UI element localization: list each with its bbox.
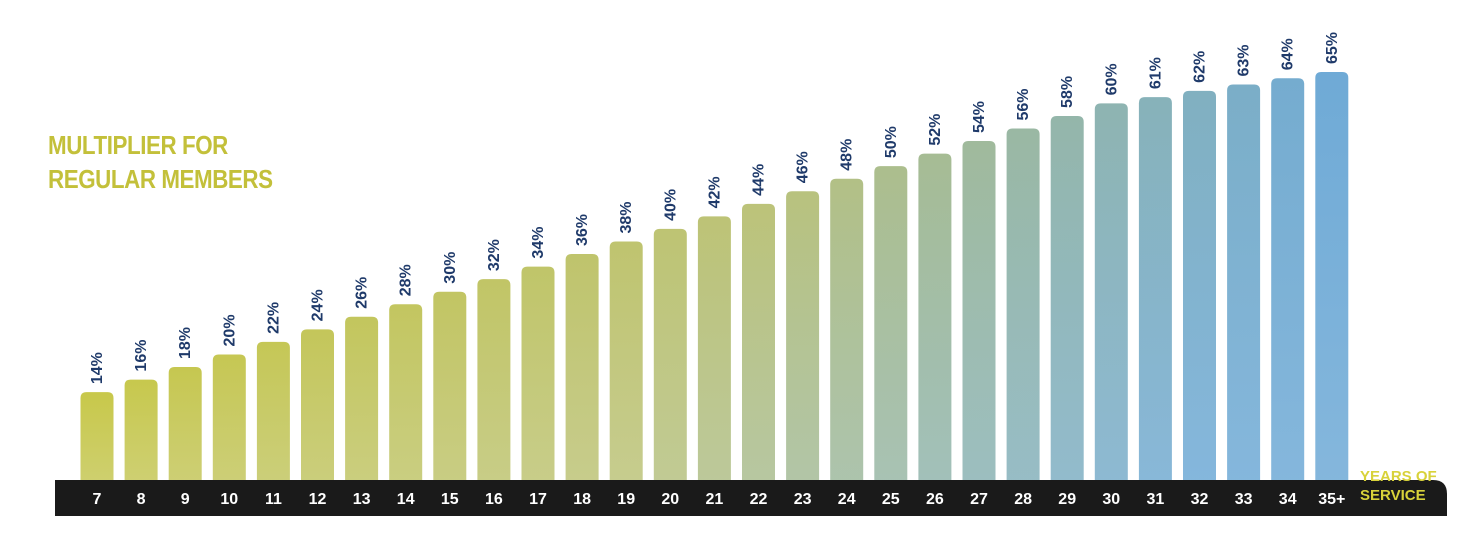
x-tick-label: 35+: [1318, 491, 1345, 508]
bar-value-label: 46%: [795, 151, 812, 183]
bar-value-label: 58%: [1059, 76, 1076, 108]
bar-value-label: 64%: [1280, 38, 1297, 70]
bar-value-label: 34%: [530, 227, 547, 259]
x-tick-label: 10: [220, 491, 238, 508]
bar-value-label: 65%: [1324, 32, 1341, 64]
x-tick-label: 30: [1102, 491, 1120, 508]
x-tick-label: 24: [838, 491, 856, 508]
x-axis-band: [55, 480, 1447, 516]
x-tick-label: 25: [882, 491, 900, 508]
bar-31: [1138, 97, 1172, 480]
x-tick-label: 16: [485, 491, 503, 508]
bar-value-label: 48%: [839, 139, 856, 171]
bar-21: [697, 216, 731, 480]
bar-11: [256, 341, 290, 480]
bar-25: [874, 166, 908, 480]
bar-value-label: 52%: [927, 114, 944, 146]
x-tick-label: 21: [706, 491, 724, 508]
chart-title-line-1: MULTIPLIER FOR: [48, 130, 228, 160]
bar-9: [168, 367, 202, 480]
bar-18: [565, 254, 599, 480]
x-tick-label: 17: [529, 491, 547, 508]
bar-27: [962, 141, 996, 481]
bar-24: [830, 178, 864, 480]
x-tick-label: 13: [353, 491, 371, 508]
x-tick-label: 14: [397, 491, 415, 508]
x-tick-label: 32: [1191, 491, 1209, 508]
bar-7: [80, 392, 114, 480]
x-axis-label-line-2: SERVICE: [1360, 487, 1426, 504]
bar-value-label: 20%: [221, 314, 238, 346]
x-tick-label: 26: [926, 491, 944, 508]
bar-value-label: 50%: [883, 126, 900, 158]
bar-35+: [1315, 72, 1349, 480]
bar-13: [345, 316, 379, 480]
chart-title: MULTIPLIER FOR REGULAR MEMBERS: [48, 128, 332, 196]
bar-value-label: 18%: [177, 327, 194, 359]
bar-20: [653, 228, 687, 480]
bar-value-label: 36%: [574, 214, 591, 246]
bar-value-label: 32%: [486, 239, 503, 271]
x-tick-label: 20: [661, 491, 679, 508]
bar-value-label: 22%: [265, 302, 282, 334]
bar-value-label: 14%: [89, 352, 106, 384]
bar-29: [1050, 115, 1084, 480]
x-tick-label: 18: [573, 491, 591, 508]
bar-14: [389, 304, 423, 480]
x-tick-label: 33: [1235, 491, 1253, 508]
x-tick-label: 19: [617, 491, 635, 508]
x-tick-label: 22: [750, 491, 768, 508]
bar-10: [212, 354, 246, 480]
bar-value-label: 24%: [310, 289, 327, 321]
x-tick-label: 7: [93, 491, 102, 508]
bar-value-label: 60%: [1103, 63, 1120, 95]
bar-17: [521, 266, 555, 480]
bar-value-label: 63%: [1236, 45, 1253, 77]
chart-title-line-2: REGULAR MEMBERS: [48, 164, 273, 194]
bar-value-label: 16%: [133, 340, 150, 372]
bar-16: [477, 279, 511, 480]
bar-value-label: 28%: [398, 264, 415, 296]
bar-group: 14% 16% 18% 20% 22% 24% 26% 28% 30% 32% 34% 36% 38% 4…: [80, 32, 1349, 481]
bar-8: [124, 379, 158, 480]
bar-value-label: 61%: [1147, 57, 1164, 89]
bar-value-label: 26%: [354, 277, 371, 309]
x-axis-label-line-1: YEARS OF: [1360, 468, 1437, 485]
bar-value-label: 44%: [751, 164, 768, 196]
bar-34: [1271, 78, 1305, 481]
bar-26: [918, 153, 952, 480]
bar-23: [786, 191, 820, 480]
bar-value-label: 56%: [1015, 88, 1032, 120]
x-tick-label: 15: [441, 491, 459, 508]
x-tick-label: 9: [181, 491, 190, 508]
bar-28: [1006, 128, 1040, 480]
x-tick-label: 23: [794, 491, 812, 508]
x-tick-label: 34: [1279, 491, 1297, 508]
bar-value-label: 40%: [662, 189, 679, 221]
x-tick-label: 28: [1014, 491, 1032, 508]
bar-33: [1227, 84, 1261, 481]
x-tick-label: 11: [265, 491, 282, 508]
bar-15: [433, 291, 467, 480]
x-tick-label: 29: [1058, 491, 1076, 508]
x-tick-label: 27: [970, 491, 988, 508]
x-tick-label: 12: [309, 491, 327, 508]
bar-value-label: 38%: [618, 201, 635, 233]
x-axis: 7 8 9 10 11 12 13 14 15 16 17 18 19 20 21 22 23 24 25 26 27 2…: [55, 468, 1447, 516]
bar-value-label: 62%: [1192, 51, 1209, 83]
bar-32: [1183, 90, 1216, 480]
bar-30: [1094, 103, 1128, 480]
bar-19: [609, 241, 643, 480]
bar-22: [742, 203, 775, 481]
x-tick-label: 8: [137, 491, 146, 508]
bar-value-label: 54%: [971, 101, 988, 133]
bar-value-label: 30%: [442, 252, 459, 284]
bar-12: [301, 329, 334, 480]
bar-value-label: 42%: [706, 176, 723, 208]
x-tick-label: 31: [1147, 491, 1165, 508]
